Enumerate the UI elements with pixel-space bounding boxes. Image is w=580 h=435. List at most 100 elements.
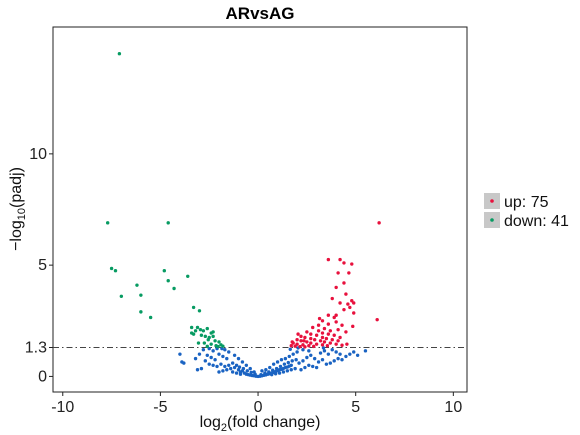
data-point-up — [320, 319, 325, 323]
data-point-nosig — [221, 354, 225, 359]
data-point-nosig — [245, 369, 250, 373]
data-point-nosig — [274, 366, 279, 371]
data-point-nosig — [289, 363, 293, 367]
y-axis-title: −log10(padj) — [8, 167, 28, 251]
data-point-down — [217, 340, 221, 344]
data-point-nosig — [314, 365, 319, 370]
data-point-up — [336, 327, 340, 332]
data-point-down — [113, 269, 118, 273]
data-point-up — [340, 343, 344, 347]
data-point-down — [193, 329, 198, 333]
data-point-down — [172, 286, 176, 291]
data-point-up — [344, 330, 348, 334]
data-point-nosig — [299, 368, 303, 372]
data-point-nosig — [248, 366, 252, 371]
data-point-up — [293, 344, 297, 348]
data-point-up — [328, 329, 333, 333]
data-point-nosig — [324, 362, 329, 366]
data-point-nosig — [241, 366, 246, 371]
data-point-up — [342, 307, 346, 312]
data-point-nosig — [295, 350, 299, 354]
data-point-down — [139, 310, 143, 314]
data-point-up — [325, 344, 330, 348]
legend: up: 75 down: 41 — [484, 193, 569, 230]
data-point-up — [350, 299, 354, 303]
data-point-nosig — [209, 355, 213, 360]
data-point-nosig — [288, 347, 292, 351]
data-point-up — [326, 313, 331, 317]
data-point-up — [324, 336, 329, 341]
data-point-up — [326, 257, 331, 262]
data-point-nosig — [281, 370, 286, 374]
x-tick-label: 0 — [254, 399, 263, 416]
x-tick-label: -10 — [51, 399, 74, 416]
data-point-nosig — [294, 358, 298, 362]
data-point-up — [322, 340, 327, 344]
data-point-nosig — [273, 372, 278, 376]
data-point-nosig — [230, 370, 235, 374]
y-axis-title-subscript: 10 — [16, 208, 28, 220]
data-point-nosig — [278, 364, 283, 369]
data-point-nosig — [297, 361, 301, 365]
data-point-up — [342, 261, 346, 265]
data-point-nosig — [321, 346, 326, 350]
data-point-up — [328, 341, 333, 345]
data-point-up — [296, 332, 300, 336]
data-point-up — [352, 311, 356, 315]
data-point-down — [209, 342, 213, 346]
data-point-up — [346, 302, 350, 306]
data-point-down — [195, 325, 200, 330]
data-point-up — [330, 337, 334, 342]
data-point-up — [342, 281, 346, 285]
data-point-up — [334, 285, 338, 290]
data-point-nosig — [285, 369, 290, 373]
data-point-down — [117, 52, 122, 56]
x-axis-title-subscript: 2 — [221, 422, 227, 434]
data-point-up — [320, 331, 325, 335]
data-point-nosig — [286, 360, 291, 365]
data-point-down — [211, 330, 215, 334]
data-point-nosig — [259, 372, 263, 377]
legend-marker — [490, 218, 494, 222]
data-point-nosig — [268, 365, 272, 370]
data-point-down — [199, 333, 204, 337]
chart-title: ARvsAG — [226, 4, 295, 23]
data-point-nosig — [334, 350, 338, 354]
x-tick-label: 10 — [444, 399, 462, 416]
y-tick-label: 5 — [38, 257, 47, 274]
data-point-up — [311, 325, 315, 330]
data-point-up — [298, 344, 302, 349]
data-point-up — [332, 315, 336, 320]
data-point-nosig — [270, 372, 274, 377]
data-point-down — [202, 341, 207, 345]
data-point-nosig — [336, 356, 340, 361]
data-point-nosig — [316, 360, 321, 364]
data-point-nosig — [217, 370, 221, 374]
data-point-down — [186, 274, 190, 278]
data-point-up — [314, 333, 319, 337]
data-point-nosig — [283, 356, 288, 361]
data-point-nosig — [244, 363, 249, 367]
data-point-nosig — [307, 349, 311, 353]
data-point-up — [326, 322, 331, 326]
data-point-nosig — [237, 365, 242, 369]
data-point-nosig — [307, 363, 311, 367]
data-point-nosig — [201, 348, 206, 352]
x-tick-label: -5 — [153, 399, 167, 416]
data-point-nosig — [311, 364, 315, 369]
data-point-up — [344, 292, 348, 296]
data-point-nosig — [240, 360, 245, 364]
data-point-nosig — [180, 360, 184, 364]
data-point-up — [326, 332, 331, 336]
x-axis-title-rest: (fold change) — [227, 414, 320, 431]
data-point-nosig — [230, 361, 235, 365]
data-point-up — [345, 342, 349, 346]
data-point-nosig — [291, 352, 295, 356]
data-point-up — [299, 334, 303, 339]
legend-label: down: 41 — [504, 213, 569, 230]
data-point-up — [316, 323, 321, 327]
data-point-up — [318, 339, 323, 343]
data-point-down — [207, 335, 211, 340]
data-point-nosig — [279, 358, 284, 362]
data-point-nosig — [260, 369, 264, 373]
